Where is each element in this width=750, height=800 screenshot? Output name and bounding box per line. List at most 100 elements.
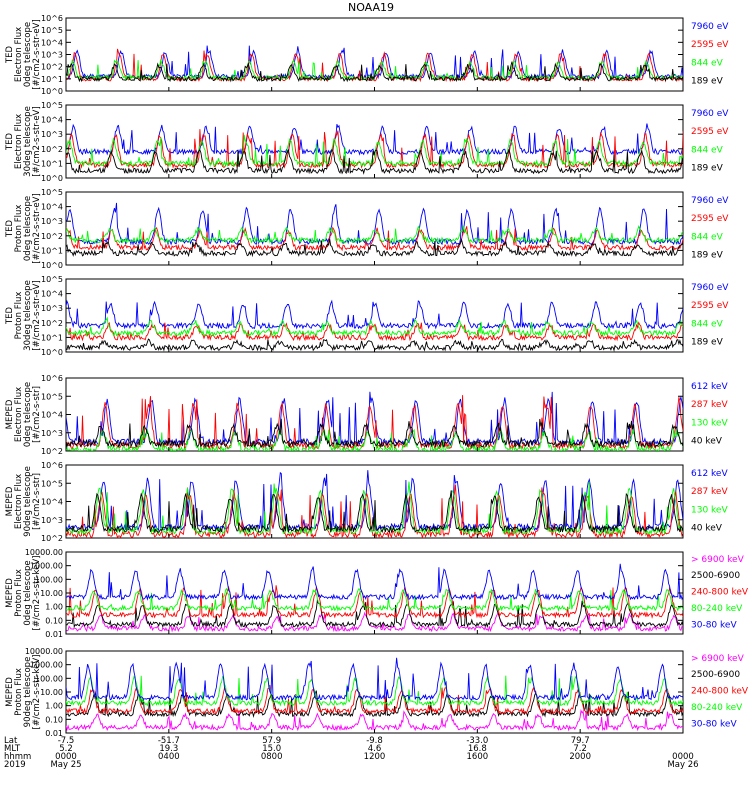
legend-entry: 844 eV — [691, 145, 724, 155]
x-tick-label: 16.8 — [468, 744, 487, 754]
x-tick-label: May 25 — [50, 760, 81, 770]
y-tick-label: 10^5 — [41, 275, 63, 284]
y-tick-label: 0.10 — [45, 715, 63, 724]
y-tick-label: 100.00 — [35, 575, 63, 584]
y-axis-label-line: MEPED — [5, 677, 15, 707]
y-axis-label-line: MEPED — [5, 399, 15, 429]
x-tick-label: -51.7 — [158, 736, 180, 746]
legend-entry: 30-80 keV — [691, 719, 737, 729]
y-tick-label: 0.01 — [45, 630, 63, 639]
panel-frame — [65, 551, 684, 635]
x-tick-label: 0800 — [261, 752, 283, 762]
y-axis-label-line: 30deg telescope — [23, 280, 33, 351]
y-tick-label: 10^4 — [41, 411, 63, 420]
y-tick-label: 10.00 — [40, 688, 63, 697]
y-tick-label: 10^4 — [41, 116, 63, 125]
y-tick-label: 1.00 — [45, 603, 63, 612]
y-tick-label: 10^0 — [41, 261, 63, 270]
x-tick-label: -9.8 — [366, 736, 383, 746]
chart-title: NOAA19 — [348, 1, 394, 14]
legend-entry: 240-800 keV — [691, 687, 749, 697]
y-axis-label-line: Electron Flux — [14, 27, 24, 82]
series-group — [66, 45, 683, 83]
legend-entry: 7960 eV — [691, 22, 729, 32]
x-tick-label: 5.2 — [59, 744, 73, 754]
y-axis-label-line: Proton Flux — [14, 205, 24, 253]
legend-entry: 2595 eV — [691, 214, 729, 224]
x-tick-label: 7.2 — [573, 744, 587, 754]
legend-entry: 7960 eV — [691, 196, 729, 206]
y-tick-label: 10^1 — [41, 333, 63, 342]
y-axis-label: TED Electron Flux 30deg telescope [#/cm2-s-… — [5, 106, 42, 177]
series-trace — [66, 321, 683, 342]
series-trace — [66, 225, 683, 245]
y-axis-label-line: 0deg telescope — [23, 22, 33, 87]
series-trace — [66, 587, 683, 612]
y-tick-label: 1.00 — [45, 702, 63, 711]
series-trace — [66, 563, 683, 601]
y-tick-label: 10.00 — [40, 589, 63, 598]
y-tick-label: 10^3 — [41, 217, 63, 226]
y-tick-label: 10^4 — [41, 290, 63, 299]
series-group — [66, 123, 683, 175]
y-axis-label: TED Proton Flux 30deg telescope [#/cm2-s-st… — [5, 280, 42, 351]
x-row-label: 2019 — [4, 760, 26, 770]
y-axis-label-line: Proton Flux — [14, 569, 24, 617]
x-tick-label: 19.3 — [159, 744, 178, 754]
series-trace — [66, 237, 683, 258]
y-tick-label: 10^2 — [41, 319, 63, 328]
x-tick-label: 57.9 — [262, 736, 281, 746]
series-trace — [66, 316, 683, 338]
y-axis-label: MEPED Electron Flux 0deg telescope [#/cm2-s… — [5, 382, 42, 447]
y-tick-label: 10^2 — [41, 145, 63, 154]
y-tick-label: 0.10 — [45, 616, 63, 625]
panel-8: 0.010.101.0010.00100.001000.0010000.00ME… — [5, 647, 749, 738]
legend-entry: 2500-6900 — [691, 571, 740, 581]
legend-entry: > 6900 keV — [691, 654, 745, 664]
y-axis-label-line: Electron Flux — [14, 387, 24, 442]
x-tick-label: -7.5 — [58, 736, 75, 746]
series-trace — [66, 48, 683, 83]
x-tick-label: 0400 — [158, 752, 180, 762]
y-tick-label: 10^3 — [41, 51, 63, 60]
panel-frame — [65, 650, 684, 734]
y-axis-label-line: TED — [5, 306, 15, 325]
series-group — [66, 657, 683, 732]
legend-entry: 130 keV — [691, 505, 728, 515]
series-trace — [66, 657, 683, 702]
y-axis-label-line: [#/cm2-s-str] — [32, 473, 42, 530]
y-axis-label-line: 0deg telescope — [23, 560, 33, 625]
x-tick-label: -33.0 — [466, 736, 488, 746]
series-trace — [66, 299, 683, 330]
legend-entry: 30-80 keV — [691, 620, 737, 630]
y-axis-label-line: TED — [5, 132, 15, 151]
y-axis-label: TED Proton Flux 0deg telescope [#/cm2-s-str… — [5, 193, 42, 263]
x-tick-label: 2000 — [569, 752, 591, 762]
legend-entry: 2595 eV — [691, 127, 729, 137]
legend-entry: 7960 eV — [691, 109, 729, 119]
series-trace — [66, 611, 683, 633]
legend-entry: 189 eV — [691, 77, 724, 87]
y-axis-label-line: Electron Flux — [14, 114, 24, 169]
series-trace — [66, 61, 683, 83]
y-tick-label: 10^6 — [41, 14, 63, 23]
legend-entry: 2595 eV — [691, 40, 729, 50]
y-tick-label: 10^2 — [41, 63, 63, 72]
y-tick-label: 10^0 — [41, 87, 63, 96]
legend-entry: 130 keV — [691, 418, 728, 428]
x-tick-label: 79.7 — [571, 736, 590, 746]
y-tick-label: 10^5 — [41, 188, 63, 197]
y-tick-label: 10^4 — [41, 203, 63, 212]
x-row-label: Lat — [4, 736, 18, 746]
y-tick-label: 10^3 — [41, 304, 63, 313]
legend-entry: 7960 eV — [691, 283, 729, 293]
legend-entry: 612 keV — [691, 469, 728, 479]
x-tick-label: 0000 — [672, 752, 694, 762]
x-row-label: hhmm — [4, 752, 31, 762]
panel-frame — [65, 104, 684, 179]
